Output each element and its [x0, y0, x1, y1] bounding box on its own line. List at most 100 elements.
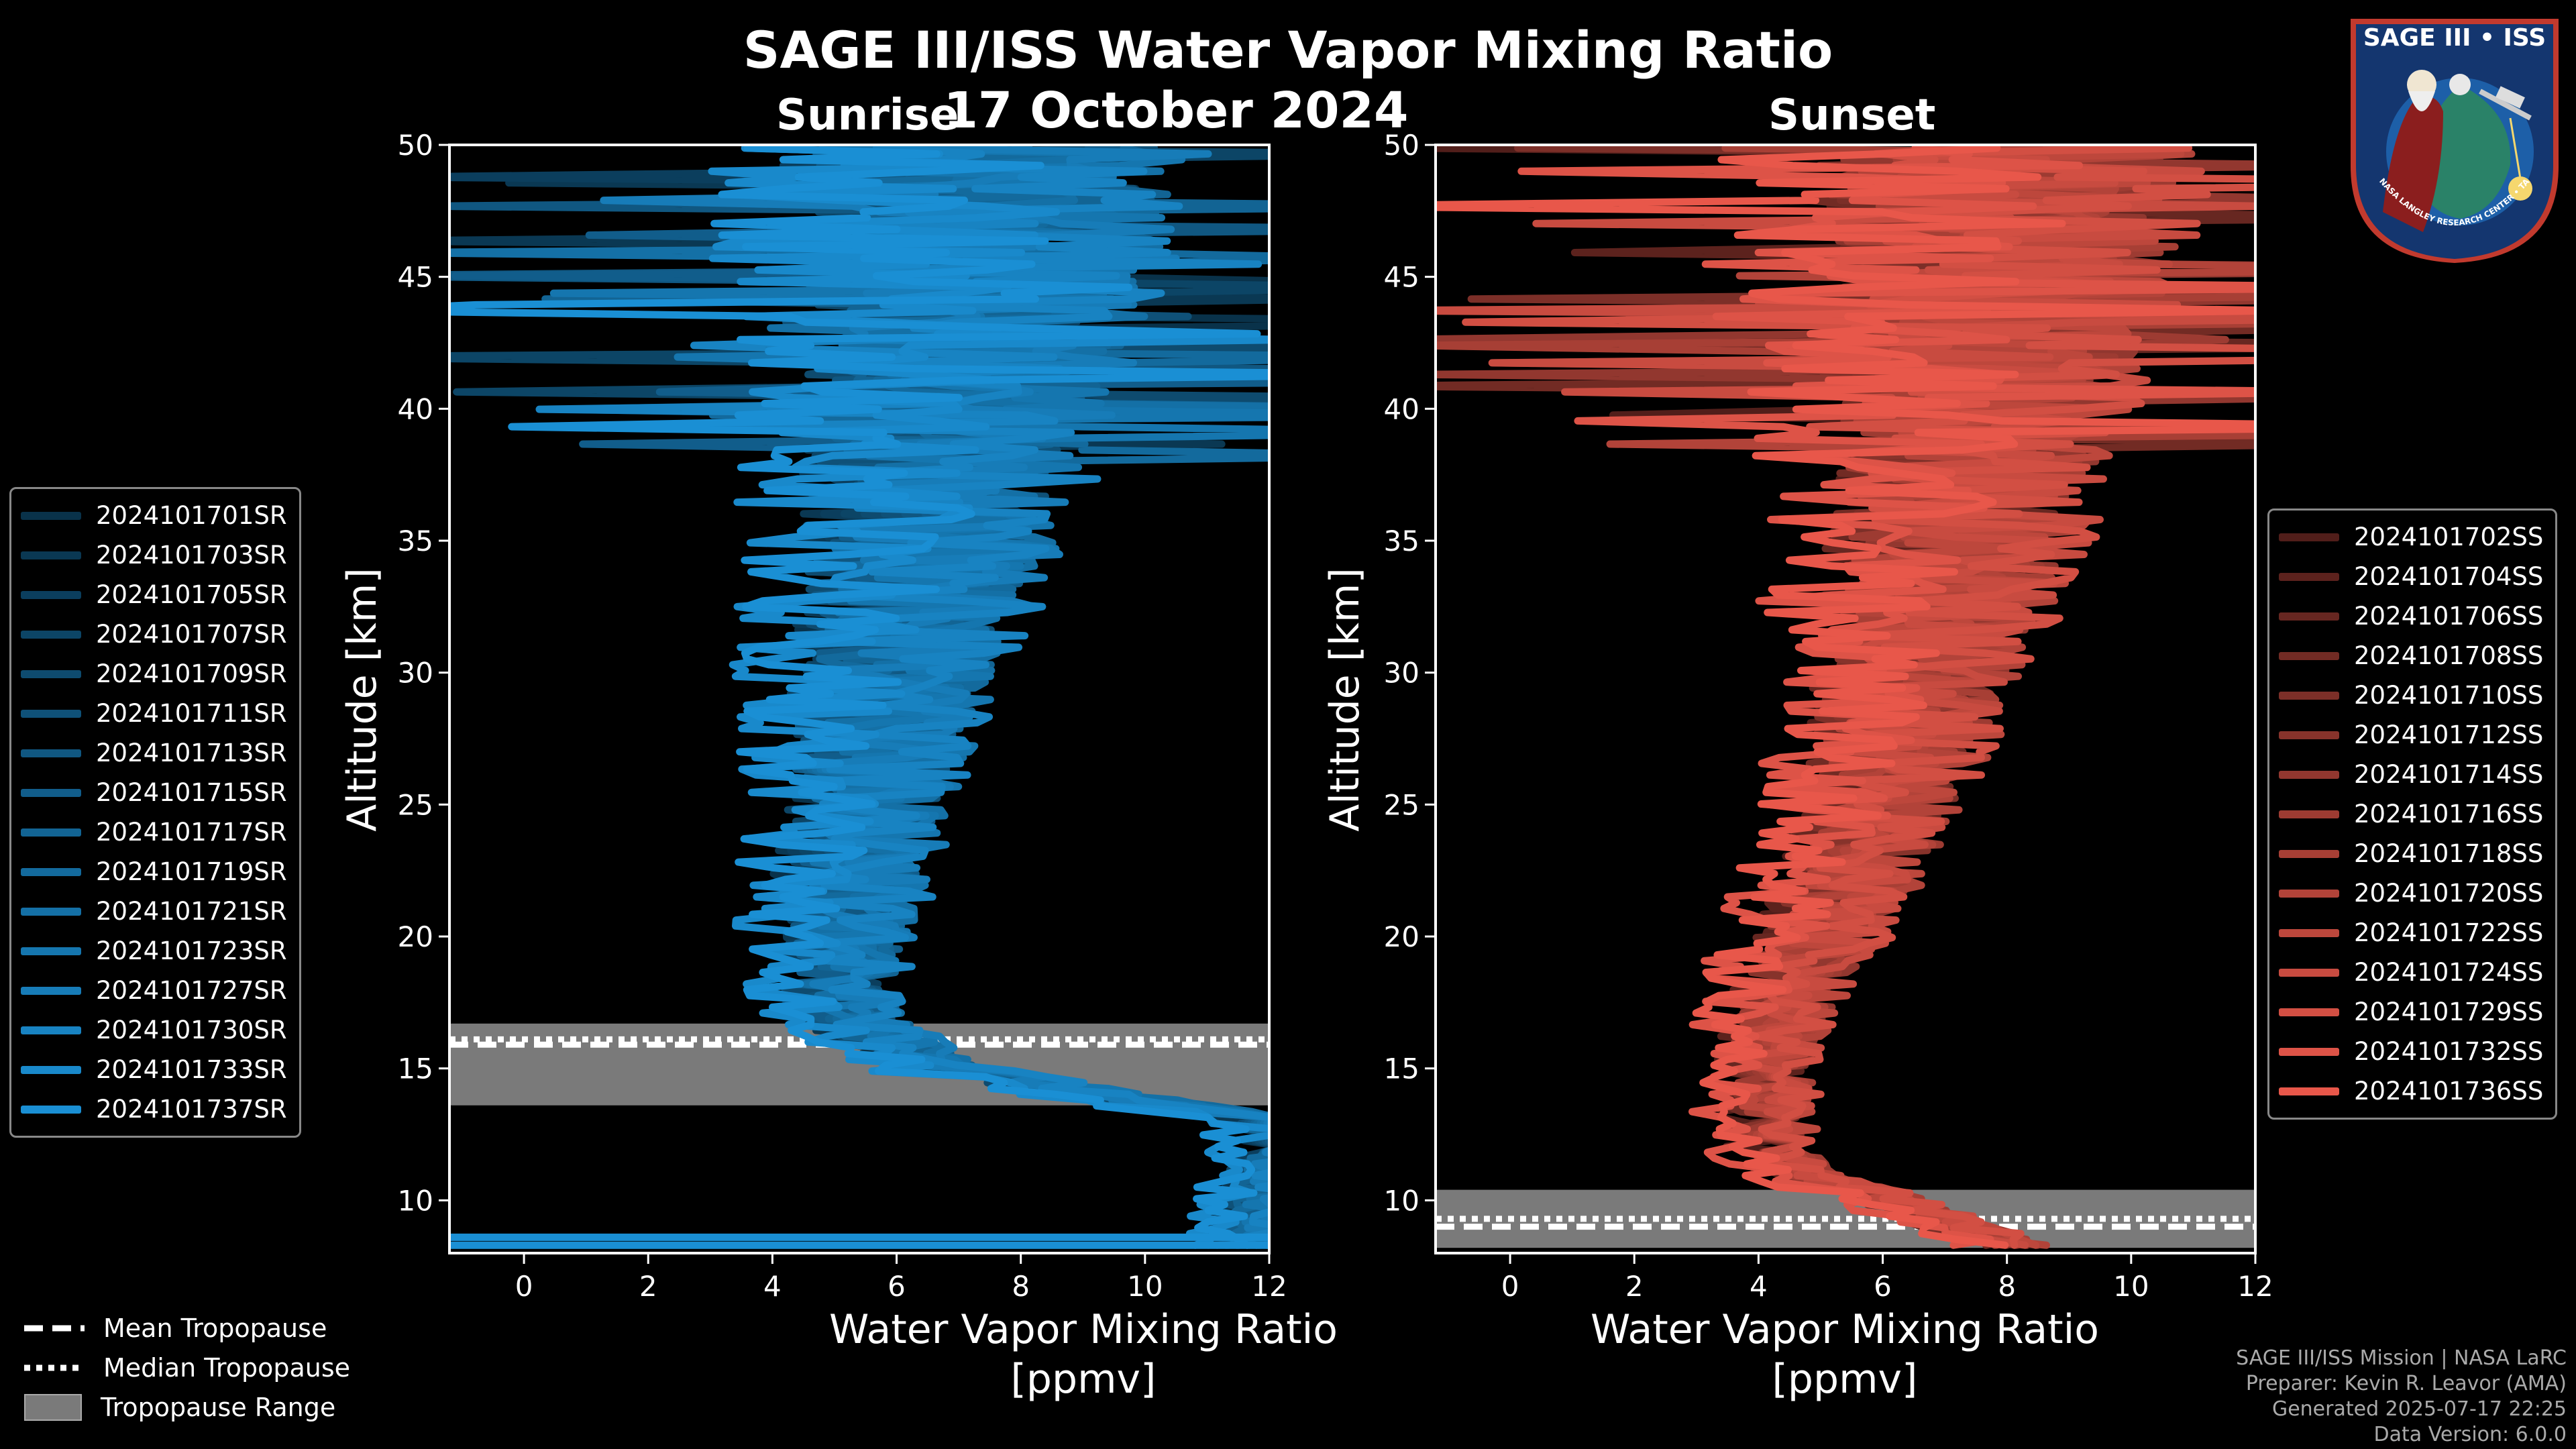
legend-entry-2024101724SS: 2024101724SS: [2279, 953, 2543, 992]
legend-swatch-2024101711SR: [21, 709, 81, 718]
legend-entry-2024101707SR: 2024101707SR: [21, 614, 287, 654]
tropopause-range-swatch: [24, 1393, 82, 1421]
panel-0-x-tick-label-4: 4: [763, 1270, 782, 1303]
sunrise-panel-title: Sunrise: [776, 91, 959, 140]
legend-label-2024101704SS: 2024101704SS: [2354, 562, 2544, 591]
legend-label-2024101707SR: 2024101707SR: [96, 620, 287, 649]
legend-entry-2024101704SS: 2024101704SS: [2279, 557, 2543, 596]
sage-iii-iss-logo: SAGE III • ISS BALL • NASA LANGLEY RESEA…: [2343, 11, 2559, 263]
legend-entry-2024101733SR: 2024101733SR: [21, 1050, 287, 1089]
legend-label-2024101708SS: 2024101708SS: [2354, 641, 2544, 670]
legend-swatch-2024101729SS: [2279, 1008, 2339, 1016]
panel-0-y-tick-label-40: 40: [398, 392, 433, 425]
panel-0-x-tick-label-6: 6: [888, 1270, 906, 1303]
sunrise-y-axis-label: Altitude [km]: [339, 568, 386, 832]
legend-entry-2024101729SS: 2024101729SS: [2279, 992, 2543, 1032]
legend-swatch-2024101714SS: [2279, 770, 2339, 779]
legend-entry-2024101727SR: 2024101727SR: [21, 971, 287, 1010]
legend-entry-2024101716SS: 2024101716SS: [2279, 794, 2543, 834]
legend-swatch-2024101709SR: [21, 669, 81, 678]
panel-1-y-tick-label-45: 45: [1384, 261, 1419, 294]
panel-1-x-tick-label-4: 4: [1750, 1270, 1768, 1303]
legend-label-2024101717SR: 2024101717SR: [96, 818, 287, 847]
legend-entry-2024101708SS: 2024101708SS: [2279, 636, 2543, 676]
legend-swatch-2024101719SR: [21, 867, 81, 876]
sunrise-x-axis-unit: [ppmv]: [1010, 1356, 1157, 1403]
panel-1-x-tick-label-10: 10: [2113, 1270, 2149, 1303]
legend-label-2024101721SR: 2024101721SR: [96, 897, 287, 926]
legend-swatch-2024101716SS: [2279, 810, 2339, 818]
panel-0-y-tick-label-35: 35: [398, 525, 433, 557]
legend-label-2024101733SR: 2024101733SR: [96, 1055, 287, 1084]
figure-date: 17 October 2024: [943, 82, 1409, 140]
panel-1-x-tick-label-6: 6: [1874, 1270, 1892, 1303]
legend-swatch-2024101717SR: [21, 828, 81, 837]
legend-swatch-2024101703SR: [21, 551, 81, 559]
panel-0-x-tick-label-2: 2: [639, 1270, 657, 1303]
profile-line-2024101736SS: [1436, 145, 2255, 1249]
panel-0-y-tick-label-25: 25: [398, 788, 433, 821]
panel-0-profiles: [449, 145, 1269, 1249]
legend-label-2024101724SS: 2024101724SS: [2354, 958, 2544, 987]
legend-entry-2024101732SS: 2024101732SS: [2279, 1032, 2543, 1071]
legend-swatch-2024101713SR: [21, 749, 81, 757]
legend-swatch-2024101701SR: [21, 511, 81, 520]
legend-entry-2024101701SR: 2024101701SR: [21, 496, 287, 535]
legend-label-2024101727SR: 2024101727SR: [96, 976, 287, 1005]
panel-1-y-tick-label-25: 25: [1384, 788, 1419, 821]
sunset-panel: 0 2 4 6 8 10 12 10 15 20 25 30 35 40 45 50: [1384, 129, 2273, 1303]
legend-swatch-2024101724SS: [2279, 968, 2339, 977]
legend-entry-2024101722SS: 2024101722SS: [2279, 913, 2543, 953]
legend-label-2024101720SS: 2024101720SS: [2354, 879, 2544, 908]
panel-0-x-tick-label-0: 0: [515, 1270, 533, 1303]
credit-generated: Generated 2025-07-17 22:25: [2271, 1397, 2567, 1421]
panel-1-profiles: [1436, 145, 2255, 1249]
legend-label-2024101723SR: 2024101723SR: [96, 936, 287, 965]
legend-label-2024101730SR: 2024101730SR: [96, 1016, 287, 1044]
panel-1-y-tick-label-10: 10: [1384, 1184, 1419, 1217]
legend-entry-2024101720SS: 2024101720SS: [2279, 873, 2543, 913]
legend-entry-2024101710SS: 2024101710SS: [2279, 676, 2543, 715]
legend-label-2024101722SS: 2024101722SS: [2354, 918, 2544, 947]
legend-entry-2024101717SR: 2024101717SR: [21, 812, 287, 852]
legend-label-2024101732SS: 2024101732SS: [2354, 1037, 2544, 1066]
credit-preparer: Preparer: Kevin R. Leavor (AMA): [2245, 1372, 2567, 1395]
sunset-x-axis-title: Water Vapor Mixing Ratio: [1591, 1306, 2099, 1353]
panel-0-y-tick-label-15: 15: [398, 1053, 433, 1085]
legend-entry-2024101719SR: 2024101719SR: [21, 852, 287, 892]
sunrise-x-axis-title: Water Vapor Mixing Ratio: [829, 1306, 1338, 1353]
legend-swatch-2024101712SS: [2279, 731, 2339, 739]
legend-label-2024101706SS: 2024101706SS: [2354, 602, 2544, 631]
legend-swatch-2024101702SS: [2279, 533, 2339, 541]
panel-0-frame: [448, 144, 1271, 1254]
legend-label-2024101705SR: 2024101705SR: [96, 580, 287, 609]
panel-0-y-tick-label-20: 20: [398, 920, 433, 953]
panel-0-x-tick-label-10: 10: [1127, 1270, 1163, 1303]
panel-1-x-tick-label-2: 2: [1625, 1270, 1644, 1303]
panel-0-y-tick-label-45: 45: [398, 261, 433, 294]
sunset-x-axis-unit: [ppmv]: [1772, 1356, 1918, 1403]
legend-label-2024101736SS: 2024101736SS: [2354, 1077, 2544, 1106]
credit-mission: SAGE III/ISS Mission | NASA LaRC: [2236, 1346, 2567, 1370]
mean-tropopause-swatch: [24, 1325, 85, 1331]
tropopause-range-label: Tropopause Range: [101, 1392, 336, 1422]
profile-line-2024101737SR: [449, 145, 1269, 1249]
legend-entry-2024101706SS: 2024101706SS: [2279, 596, 2543, 636]
legend-entry-2024101715SR: 2024101715SR: [21, 773, 287, 812]
legend-entry-2024101737SR: 2024101737SR: [21, 1089, 287, 1129]
legend-swatch-2024101721SR: [21, 907, 81, 916]
legend-label-2024101737SR: 2024101737SR: [96, 1095, 287, 1124]
panel-1-y-tick-label-35: 35: [1384, 525, 1419, 557]
median-tropopause-swatch: [24, 1364, 85, 1371]
legend-label-2024101703SR: 2024101703SR: [96, 541, 287, 570]
tropopause-legend-range: Tropopause Range: [24, 1387, 350, 1427]
legend-label-2024101711SR: 2024101711SR: [96, 699, 287, 728]
panel-1-x-tick-label-8: 8: [1998, 1270, 2016, 1303]
figure-title: SAGE III/ISS Water Vapor Mixing Ratio: [743, 20, 1833, 80]
legend-label-2024101701SR: 2024101701SR: [96, 501, 287, 530]
legend-label-2024101714SS: 2024101714SS: [2354, 760, 2544, 789]
legend-entry-2024101723SR: 2024101723SR: [21, 931, 287, 971]
legend-swatch-2024101723SR: [21, 947, 81, 955]
panel-1-x-tick-label-12: 12: [2237, 1270, 2273, 1303]
